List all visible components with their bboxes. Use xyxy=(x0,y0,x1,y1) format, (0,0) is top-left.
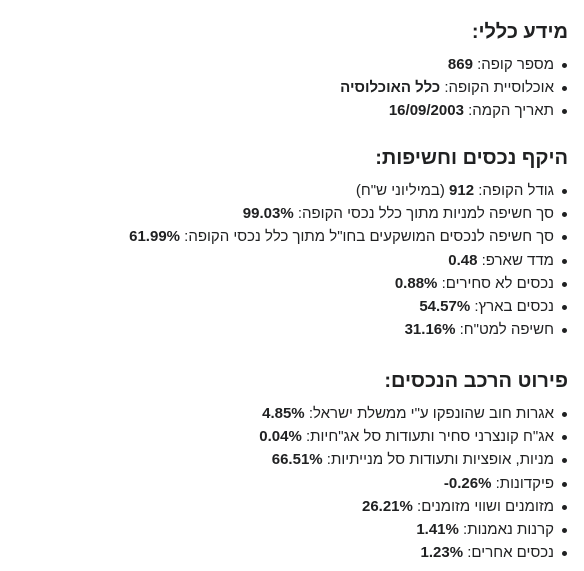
general-info-list: מספר קופה: 869 אוכלוסיית הקופה: כלל האוכ… xyxy=(340,53,568,123)
list-item: אג"ח קונצרני סחיר ותעודות סל אג"חיות: 0.… xyxy=(259,425,568,448)
item-label: נכסים לא סחירים: xyxy=(441,274,554,292)
list-item: גודל הקופה: 912 (במיליוני ש"ח) xyxy=(129,179,568,202)
list-item: סך חשיפה לנכסים המושקעים בחו"ל מתוך כלל … xyxy=(129,225,568,248)
item-value: 31.16% xyxy=(404,321,456,339)
item-label: נכסים אחרים: xyxy=(467,544,554,562)
item-value: 912 xyxy=(449,182,475,199)
item-label: מזומנים ושווי מזומנים: xyxy=(417,497,554,515)
item-value: 1.41% xyxy=(416,520,459,538)
list-item: מספר קופה: 869 xyxy=(340,53,568,76)
item-label: סך חשיפה לנכסים המושקעים בחו"ל מתוך כלל … xyxy=(184,228,554,246)
general-info-heading: מידע כללי: xyxy=(471,21,568,43)
list-item: מניות, אופציות ותעודות סל מנייתיות: 66.5… xyxy=(259,448,568,471)
list-item: נכסים בארץ: 54.57% xyxy=(129,295,568,318)
list-item: מדד שארפ: 0.48 xyxy=(129,249,568,272)
scope-heading: היקף נכסים וחשיפות: xyxy=(375,147,568,169)
item-label: אגרות חוב שהונפקו ע"י ממשלת ישראל: xyxy=(308,405,554,422)
list-item: אגרות חוב שהונפקו ע"י ממשלת ישראל: 4.85% xyxy=(259,402,568,425)
assets-heading: פירוט הרכב הנכסים: xyxy=(384,370,568,392)
scope-list: גודל הקופה: 912 (במיליוני ש"ח) סך חשיפה … xyxy=(129,179,568,341)
item-label: גודל הקופה: xyxy=(478,182,554,199)
item-label: תאריך הקמה: xyxy=(468,102,554,120)
item-value: -0.26% xyxy=(443,474,492,492)
item-value: 869 xyxy=(447,56,473,73)
item-label: מניות, אופציות ותעודות סל מנייתיות: xyxy=(326,451,554,469)
assets-list: אגרות חוב שהונפקו ע"י ממשלת ישראל: 4.85%… xyxy=(259,402,568,564)
item-label: נכסים בארץ: xyxy=(474,297,554,315)
item-value: 0.04% xyxy=(259,428,302,446)
list-item: נכסים אחרים: 1.23% xyxy=(259,541,568,564)
list-item: חשיפה למט"ח: 31.16% xyxy=(129,318,568,341)
list-item: מזומנים ושווי מזומנים: 26.21% xyxy=(259,495,568,518)
item-label: חשיפה למט"ח: xyxy=(459,321,554,339)
item-value: 0.48 xyxy=(448,251,478,269)
item-value: 66.51% xyxy=(271,451,323,469)
item-label: פיקדונות: xyxy=(495,474,554,492)
list-item: תאריך הקמה: 16/09/2003 xyxy=(340,99,568,122)
item-label: מספר קופה: xyxy=(477,56,554,73)
item-value: 61.99% xyxy=(129,228,180,246)
item-value: 1.23% xyxy=(420,544,464,562)
item-label: אג"ח קונצרני סחיר ותעודות סל אג"חיות: xyxy=(306,428,554,446)
list-item: סך חשיפה למניות מתוך כלל נכסי הקופה: 99.… xyxy=(129,202,568,225)
item-label: אוכלוסיית הקופה: xyxy=(444,79,554,97)
list-item: אוכלוסיית הקופה: כלל האוכלוסיה xyxy=(340,76,568,99)
item-unit: (במיליוני ש"ח) xyxy=(355,182,445,199)
item-value: 16/09/2003 xyxy=(388,102,464,120)
item-value: 99.03% xyxy=(242,205,294,223)
list-item: נכסים לא סחירים: 0.88% xyxy=(129,272,568,295)
item-value: כלל האוכלוסיה xyxy=(340,79,441,97)
list-item: פיקדונות: -0.26% xyxy=(259,472,568,495)
item-value: 26.21% xyxy=(361,497,413,515)
item-value: 0.88% xyxy=(394,274,438,292)
item-value: 4.85% xyxy=(262,405,305,422)
item-label: מדד שארפ: xyxy=(481,251,554,269)
list-item: קרנות נאמנות: 1.41% xyxy=(259,518,568,541)
item-label: קרנות נאמנות: xyxy=(463,520,554,538)
item-value: 54.57% xyxy=(419,297,471,315)
item-label: סך חשיפה למניות מתוך כלל נכסי הקופה: xyxy=(297,205,554,223)
